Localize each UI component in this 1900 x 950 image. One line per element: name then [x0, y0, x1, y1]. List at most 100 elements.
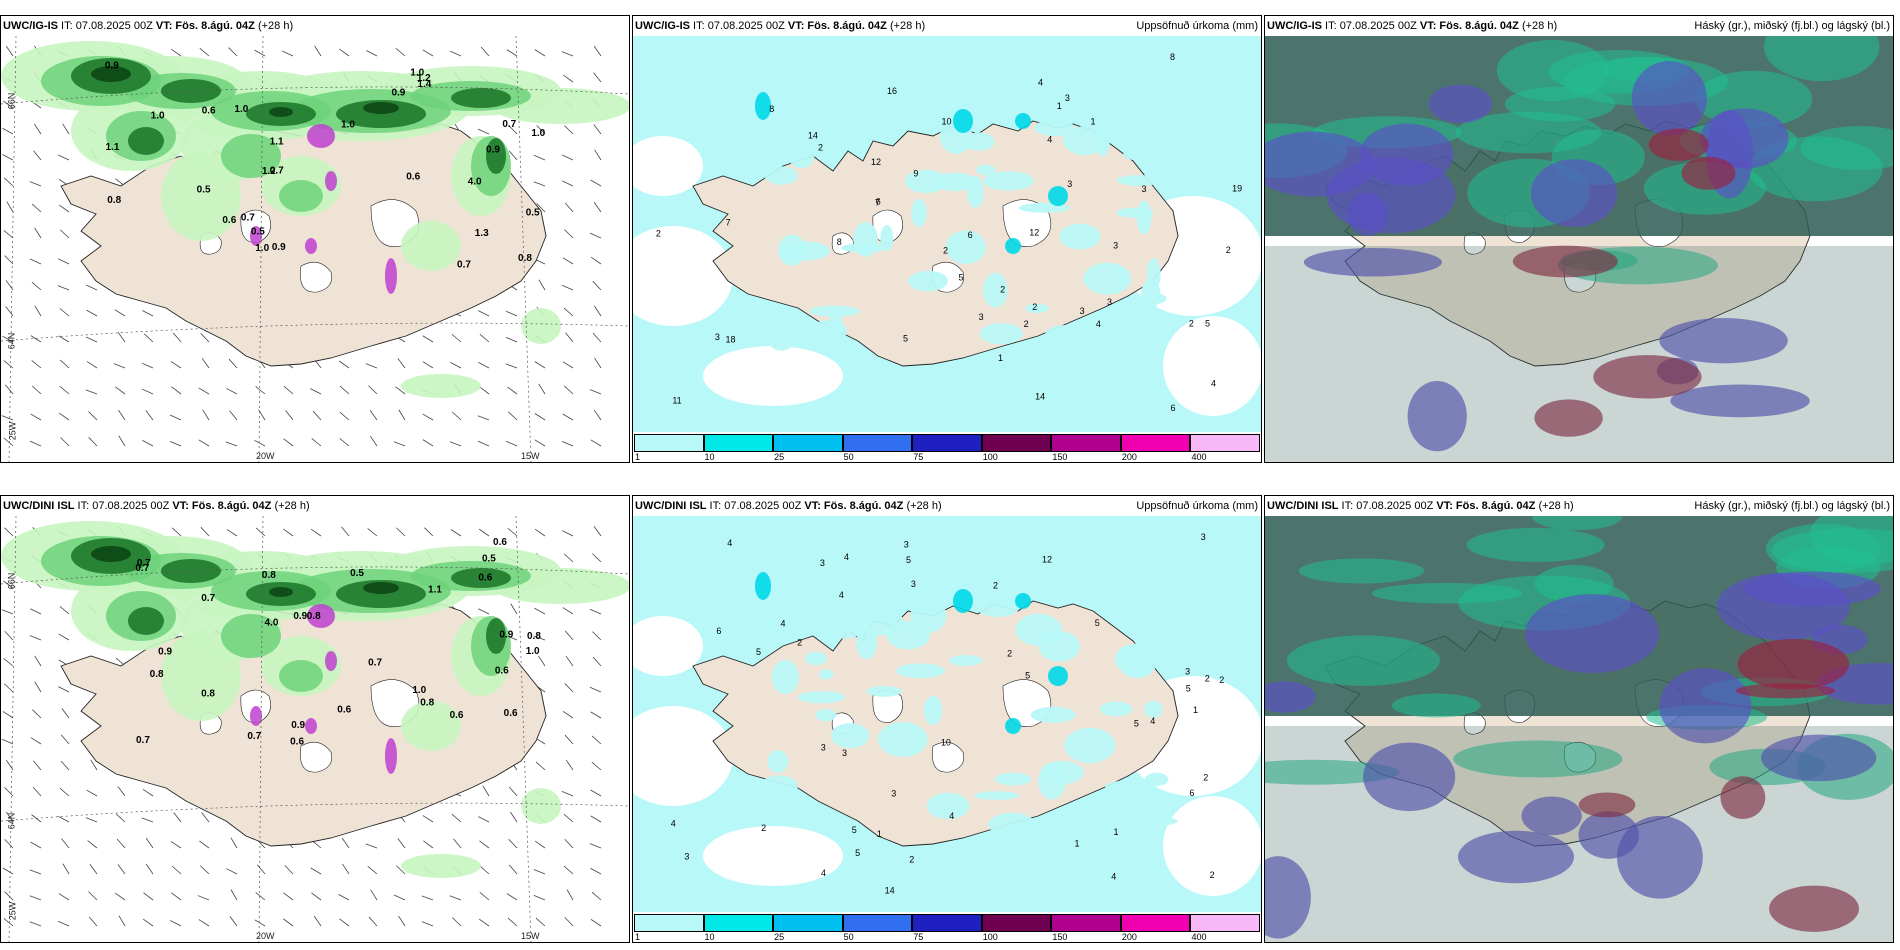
- accum-area: [778, 234, 806, 266]
- accum-label: 3: [904, 540, 909, 550]
- accum-label: 1: [998, 353, 1003, 363]
- precip-label: 0.9: [291, 720, 305, 731]
- precip-area: [305, 718, 317, 734]
- field-title: Uppsöfnuð úrkoma (mm): [1136, 20, 1258, 32]
- accum-area: [953, 109, 973, 133]
- accum-area: [805, 651, 828, 666]
- precip-area: [385, 738, 397, 774]
- colorbar-tick: 25: [774, 452, 785, 462]
- low-cloud: [1616, 815, 1703, 899]
- accum-label: 1: [1091, 117, 1096, 127]
- colorbar-swatch: [981, 434, 1052, 452]
- cloud-red: [1720, 776, 1766, 820]
- accum-label: 8: [769, 104, 774, 114]
- accum-area: [896, 663, 945, 679]
- map-canvas: 0.9 0.6 1.1 4.0 0.6 0.9 1.4 1.0 0.7 0.8 0.5 1.2 1.0 1…: [1, 36, 629, 462]
- accum-area: [760, 775, 798, 798]
- panel-header: UWC/DINI ISL IT: 07.08.2025 00Z VT: Fös.…: [1265, 496, 1893, 516]
- graticule-label: 15W: [521, 451, 540, 461]
- accum-area: [769, 332, 794, 351]
- accum-area: [945, 230, 986, 264]
- init-time: IT: 07.08.2025 00Z: [706, 500, 805, 512]
- accum-area: [1122, 661, 1153, 678]
- precip-area: [486, 138, 506, 174]
- accum-area: [1005, 238, 1021, 254]
- accum-label: 6: [968, 230, 973, 240]
- colorbar-tick: 1: [635, 932, 641, 942]
- precip-area: [325, 171, 337, 191]
- colorbar-swatch: [1051, 434, 1121, 452]
- accum-label: 3: [684, 852, 689, 862]
- accum-area: [926, 792, 970, 820]
- accum-area: [908, 270, 948, 292]
- accum-area: [1044, 324, 1085, 346]
- precip-label: 1.1: [270, 136, 284, 147]
- graticule-label: 25W: [7, 901, 18, 921]
- accum-area: [1144, 700, 1163, 718]
- accum-area: [818, 669, 834, 680]
- accum-label: 3: [979, 312, 984, 322]
- accum-area: [995, 772, 1032, 786]
- accum-label: 9: [913, 169, 918, 179]
- precip-label: 0.7: [502, 119, 516, 130]
- glacier: [300, 261, 332, 293]
- accum-area: [1064, 727, 1116, 764]
- accum-label: 2: [1007, 648, 1012, 658]
- accum-area: [1099, 701, 1133, 717]
- valid-time: VT: Fös. 8.ágú. 04Z: [1436, 500, 1536, 512]
- colorbar-tick: 150: [1052, 932, 1068, 942]
- precip-area: [305, 238, 317, 254]
- low-cloud: [1670, 384, 1810, 418]
- precip-label: 0.7: [137, 558, 151, 569]
- accum-label: 4: [1096, 319, 1101, 329]
- accum-label: 4: [1150, 716, 1155, 726]
- precip-label: 0.6: [493, 537, 507, 548]
- precip-label: 0.5: [251, 226, 265, 237]
- colorbar-swatch: [912, 914, 982, 932]
- accum-label: 6: [1171, 403, 1176, 413]
- accum-area: [983, 171, 1034, 191]
- precip-label: 0.7: [270, 165, 284, 176]
- accum-area: [979, 323, 1024, 345]
- mid-cloud: [1455, 111, 1602, 154]
- accum-label: 3: [891, 788, 896, 798]
- precip-label: 0.8: [201, 688, 215, 699]
- init-time: IT: 07.08.2025 00Z: [74, 500, 173, 512]
- accum-label: 2: [1205, 674, 1210, 684]
- panel-header: UWC/IG-IS IT: 07.08.2025 00Z VT: Fös. 8.…: [633, 16, 1261, 36]
- low-cloud: [1265, 856, 1311, 939]
- model-name: UWC/DINI ISL: [3, 500, 75, 512]
- precip-area: [363, 582, 399, 594]
- precip-label: 0.6: [337, 705, 351, 716]
- accum-label: 1: [1114, 827, 1119, 837]
- precip-label: 0.5: [350, 568, 364, 579]
- colorbar-swatch: [1120, 914, 1191, 932]
- precip-area: [401, 701, 461, 751]
- map-panel: UWC/DINI ISL IT: 07.08.2025 00Z VT: Fös.…: [0, 495, 630, 943]
- accum-area: [830, 723, 870, 749]
- accum-area: [886, 620, 931, 650]
- colorbar-tick: 200: [1121, 932, 1137, 942]
- accum-label: 3: [1185, 666, 1190, 676]
- graticule: [1, 36, 629, 462]
- precip-area: [128, 607, 164, 635]
- low-cloud: [1428, 84, 1493, 124]
- init-time: IT: 07.08.2025 00Z: [58, 20, 156, 32]
- precip-area: [91, 546, 131, 562]
- mid-cloud: [1453, 740, 1623, 778]
- valid-time: VT: Fös. 8.ágú. 04Z: [172, 500, 272, 512]
- accum-area: [801, 622, 826, 634]
- colorbar-tick: 10: [704, 932, 715, 942]
- dry-area: [1163, 316, 1261, 416]
- accum-label: 12: [871, 157, 881, 167]
- precip-label: 0.7: [457, 259, 471, 270]
- low-cloud: [1303, 248, 1443, 277]
- high-cloud: [1265, 726, 1893, 942]
- low-cloud: [1631, 61, 1707, 136]
- cloud-red: [1593, 355, 1702, 399]
- map-svg: 0.90.61.14.00.60.91.41.00.70.80.51.21.01…: [1, 36, 629, 462]
- accum-label: 1: [1075, 839, 1080, 849]
- lead-time: (+28 h): [254, 20, 294, 32]
- cloud-red: [1534, 399, 1603, 437]
